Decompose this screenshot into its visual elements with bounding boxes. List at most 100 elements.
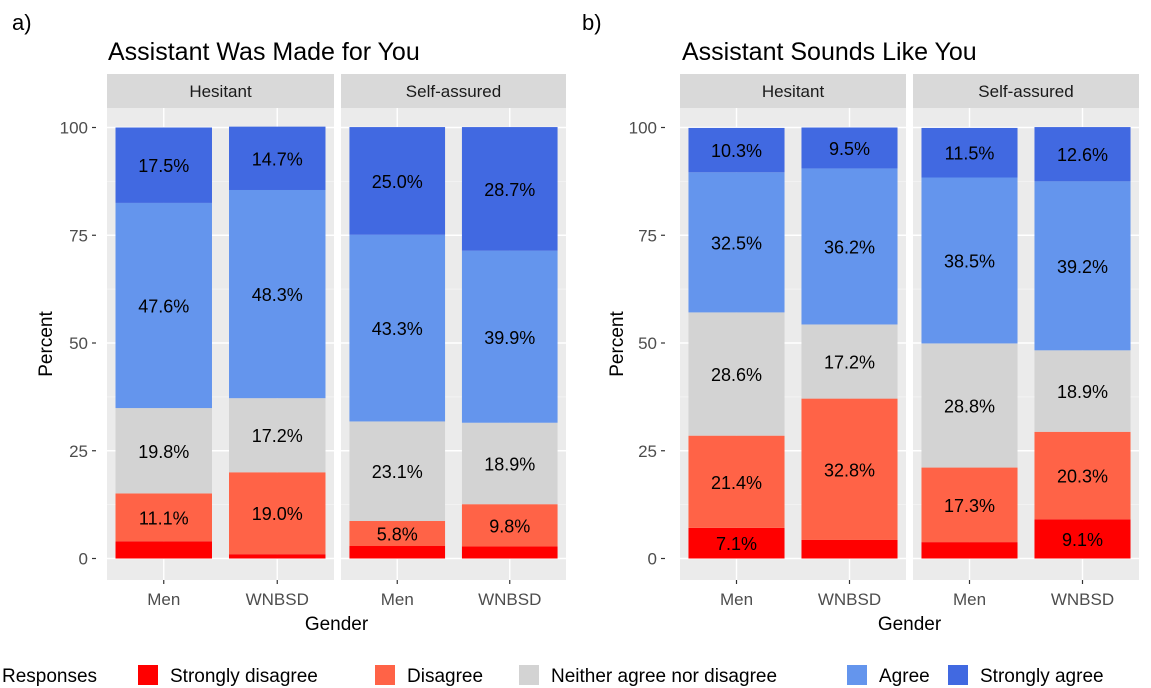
data-label: 39.2% xyxy=(1057,257,1108,277)
data-label: 11.1% xyxy=(139,508,189,528)
data-label: 32.8% xyxy=(824,460,875,480)
data-label: 17.2% xyxy=(824,353,875,373)
legend-item: Strongly disagree xyxy=(138,665,318,687)
legend-label: Strongly disagree xyxy=(170,666,318,687)
y-tick-label: 75 xyxy=(69,226,88,245)
legend-label: Disagree xyxy=(407,666,483,687)
bar-segment xyxy=(1034,350,1131,432)
bar-segment xyxy=(115,541,212,559)
legend-title: Responses xyxy=(2,666,97,687)
data-label: 18.9% xyxy=(484,454,535,474)
data-label: 9.8% xyxy=(489,516,530,536)
y-tick-label: 75 xyxy=(638,226,657,245)
legend-item: Disagree xyxy=(375,665,483,687)
bar-segment xyxy=(115,493,212,542)
bar-segment xyxy=(229,398,326,473)
data-label: 25.0% xyxy=(372,172,423,192)
data-label: 28.6% xyxy=(711,365,762,385)
bar-segment xyxy=(461,504,558,547)
facet-strip xyxy=(107,74,334,108)
x-tick-label: WNBSD xyxy=(246,590,309,609)
bar-segment xyxy=(115,202,212,409)
bar-segment xyxy=(349,521,446,547)
bar-segment xyxy=(921,343,1018,468)
bar-segment xyxy=(688,435,785,528)
bar-segment xyxy=(688,127,785,173)
chart-title: Assistant Was Made for You xyxy=(108,38,420,66)
data-label: 18.9% xyxy=(1057,382,1108,402)
data-label: 38.5% xyxy=(944,251,995,271)
legend-swatch xyxy=(948,665,968,685)
chart-b: b) Assistant Sounds Like You 0 25 50 75 100 Per… xyxy=(582,10,1139,635)
bar-segment xyxy=(115,408,212,494)
bar-segment xyxy=(229,126,326,190)
data-label: 14.7% xyxy=(252,149,303,169)
legend-label: Strongly agree xyxy=(980,666,1104,687)
bar-segment xyxy=(461,127,558,251)
bar-segment xyxy=(349,546,446,559)
facet-self-assured: Self-assured 17.3% 28.8% 38.5% 11.5% Men 9.1% 2… xyxy=(913,74,1139,609)
data-label: 19.8% xyxy=(138,442,189,462)
y-tick-label: 50 xyxy=(69,334,88,353)
legend-label: Neither agree nor disagree xyxy=(551,666,777,687)
y-tick-label: 0 xyxy=(648,550,657,569)
panel-letter: b) xyxy=(582,10,602,35)
x-tick-label: Men xyxy=(147,590,180,609)
x-tick-label: WNBSD xyxy=(1051,590,1114,609)
data-label: 23.1% xyxy=(372,462,423,482)
bar-segment xyxy=(801,539,898,559)
stacked-bar: 19.0% 17.2% 48.3% 14.7% xyxy=(229,126,326,559)
bar-segment xyxy=(688,172,785,313)
y-tick-label: 100 xyxy=(60,119,88,138)
legend: Responses Strongly disagree Disagree Neithe… xyxy=(2,665,1104,687)
bar-segment xyxy=(921,542,1018,559)
x-tick-label: WNBSD xyxy=(818,590,881,609)
bar-segment xyxy=(1034,519,1131,559)
facet-strip-label: Self-assured xyxy=(406,82,501,101)
stacked-bar: 7.1% 21.4% 28.6% 32.5% 10.3% xyxy=(688,127,785,559)
legend-label: Agree xyxy=(879,666,930,687)
stacked-bar: 9.8% 18.9% 39.9% 28.7% xyxy=(461,127,558,559)
facet-strip xyxy=(341,74,566,108)
bar-segment xyxy=(801,324,898,399)
bar-segment xyxy=(921,127,1018,178)
data-label: 9.5% xyxy=(829,139,870,159)
x-tick-label: Men xyxy=(953,590,986,609)
data-label: 43.3% xyxy=(372,319,423,339)
data-label: 17.2% xyxy=(252,426,303,446)
y-tick-label: 0 xyxy=(79,550,88,569)
data-label: 47.6% xyxy=(138,297,189,317)
bar-segment xyxy=(461,546,558,559)
data-label: 7.1% xyxy=(716,534,757,554)
bar-segment xyxy=(688,312,785,436)
chart-a: a) Assistant Was Made for You 0 25 50 75 100 Pe… xyxy=(12,10,566,635)
y-tick-label: 25 xyxy=(69,442,88,461)
legend-swatch xyxy=(519,665,539,685)
facet-self-assured: Self-assured 5.8% 23.1% 43.3% 25.0% Men 9.8% 18… xyxy=(341,74,566,609)
bar-segment xyxy=(229,189,326,399)
data-label: 39.9% xyxy=(484,328,535,348)
legend-item: Strongly agree xyxy=(948,665,1104,687)
facet-strip-label: Self-assured xyxy=(978,82,1073,101)
x-axis-label: Gender xyxy=(878,614,942,635)
chart-title: Assistant Sounds Like You xyxy=(682,38,977,66)
data-label: 36.2% xyxy=(824,237,875,257)
stacked-bar: 5.8% 23.1% 43.3% 25.0% xyxy=(349,127,446,559)
x-tick-label: Men xyxy=(381,590,414,609)
bar-segment xyxy=(349,421,446,522)
data-label: 48.3% xyxy=(252,285,303,305)
legend-swatch xyxy=(847,665,867,685)
y-tick-label: 100 xyxy=(629,119,657,138)
bar-segment xyxy=(801,127,898,169)
y-axis-label: Percent xyxy=(607,311,628,377)
x-tick-label: Men xyxy=(720,590,753,609)
data-label: 28.8% xyxy=(944,396,995,416)
stacked-bar: 9.1% 20.3% 18.9% 39.2% 12.6% xyxy=(1034,127,1131,559)
data-label: 28.7% xyxy=(484,180,535,200)
stacked-bar: 32.8% 17.2% 36.2% 9.5% xyxy=(801,127,898,559)
x-axis-label: Gender xyxy=(305,614,369,635)
panel-letter: a) xyxy=(12,10,32,35)
data-label: 12.6% xyxy=(1057,145,1108,165)
bar-segment xyxy=(688,527,785,559)
